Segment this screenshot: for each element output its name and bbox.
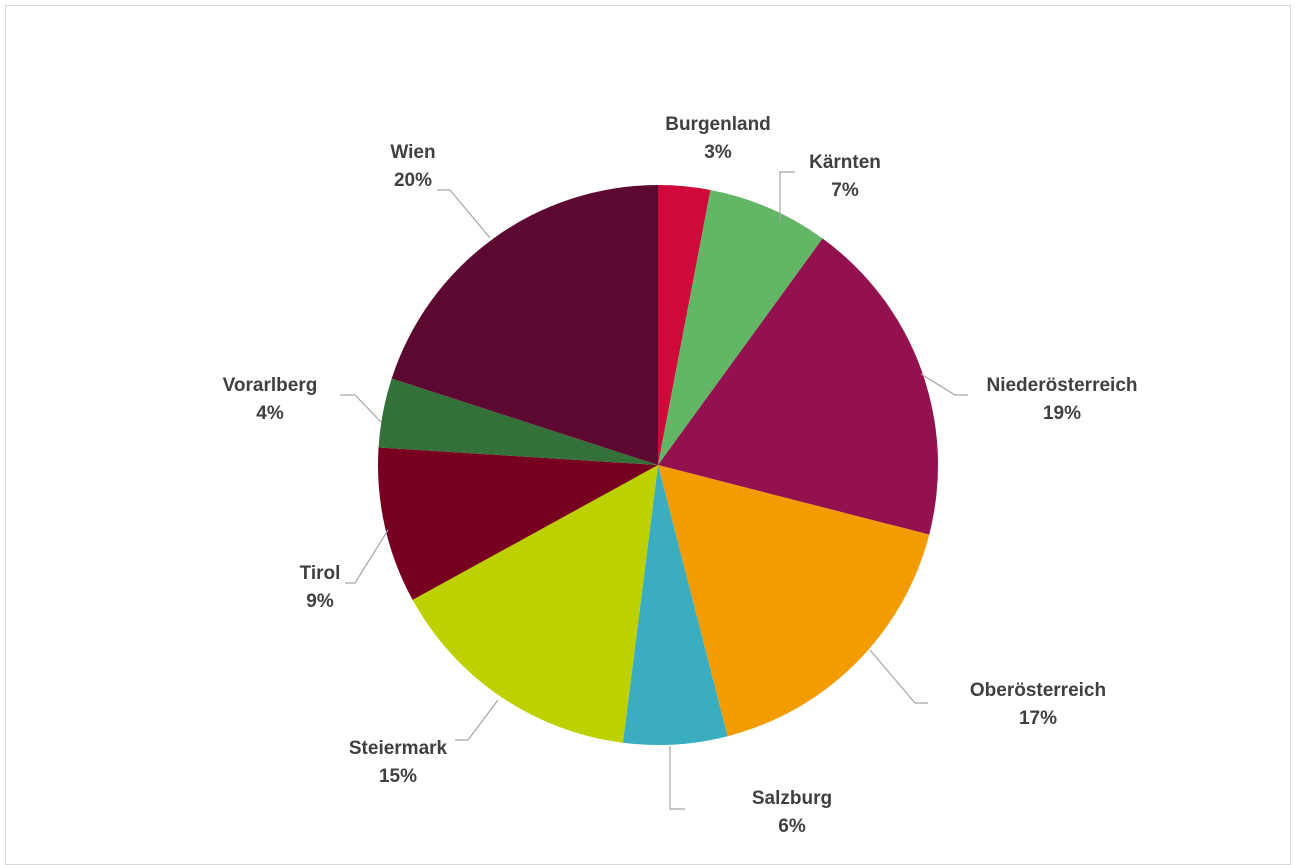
pie-slice-steiermark [412, 465, 658, 743]
leader-line-niederosterreich [920, 373, 968, 396]
data-label-name: Niederösterreich [986, 375, 1137, 396]
data-label-burgenland: Burgenland 3% [665, 114, 771, 163]
pie-slices [377, 185, 938, 745]
data-label-steiermark: Steiermark 15% [349, 738, 448, 787]
data-label-value: 17% [1019, 708, 1057, 729]
data-label-name: Vorarlberg [223, 375, 318, 396]
data-label-name: Wien [390, 142, 435, 163]
pie-slice-karnten [658, 189, 823, 465]
data-label-value: 15% [379, 766, 417, 787]
data-label-name: Oberösterreich [970, 680, 1106, 701]
data-label-salzburg: Salzburg 6% [752, 788, 832, 837]
leader-line-salzburg [669, 746, 685, 810]
pie-slice-vorarlberg [378, 378, 658, 465]
leader-line-karnten [779, 171, 795, 222]
pie-slice-tirol [377, 447, 658, 600]
data-label-value: 9% [306, 591, 334, 612]
data-label-name: Tirol [300, 563, 341, 584]
pie-slice-burgenland [658, 185, 711, 465]
data-label-tirol: Tirol 9% [300, 563, 341, 612]
data-label-wien: Wien 20% [390, 142, 435, 191]
leader-line-oberosterreich [869, 649, 928, 704]
pie-slice-oberosterreich [658, 465, 930, 737]
leader-line-vorarlberg [340, 394, 382, 423]
data-label-value: 19% [1043, 403, 1081, 424]
data-labels: Burgenland 3% Kärnten 7% Niederösterreich 19%… [223, 114, 1138, 837]
pie-slice-wien [391, 185, 658, 465]
data-label-name: Steiermark [349, 738, 448, 759]
data-label-niederosterreich: Niederösterreich 19% [986, 375, 1137, 424]
leader-lines [340, 171, 968, 810]
leader-line-wien [437, 189, 491, 239]
pie-slice-salzburg [622, 465, 728, 745]
data-label-karnten: Kärnten 7% [809, 152, 881, 201]
data-label-name: Kärnten [809, 152, 881, 173]
data-label-vorarlberg: Vorarlberg 4% [223, 375, 318, 424]
data-label-value: 6% [778, 816, 806, 837]
leader-line-tirol [345, 529, 389, 584]
data-label-name: Salzburg [752, 788, 832, 809]
data-label-value: 20% [394, 170, 432, 191]
data-label-name: Burgenland [665, 114, 771, 135]
data-label-value: 3% [704, 142, 732, 163]
data-label-oberosterreich: Oberösterreich 17% [970, 680, 1106, 729]
leader-line-steiermark [455, 699, 499, 741]
data-label-value: 4% [256, 403, 284, 424]
data-label-value: 7% [831, 180, 859, 201]
pie-slice-niederosterreich [658, 238, 938, 535]
